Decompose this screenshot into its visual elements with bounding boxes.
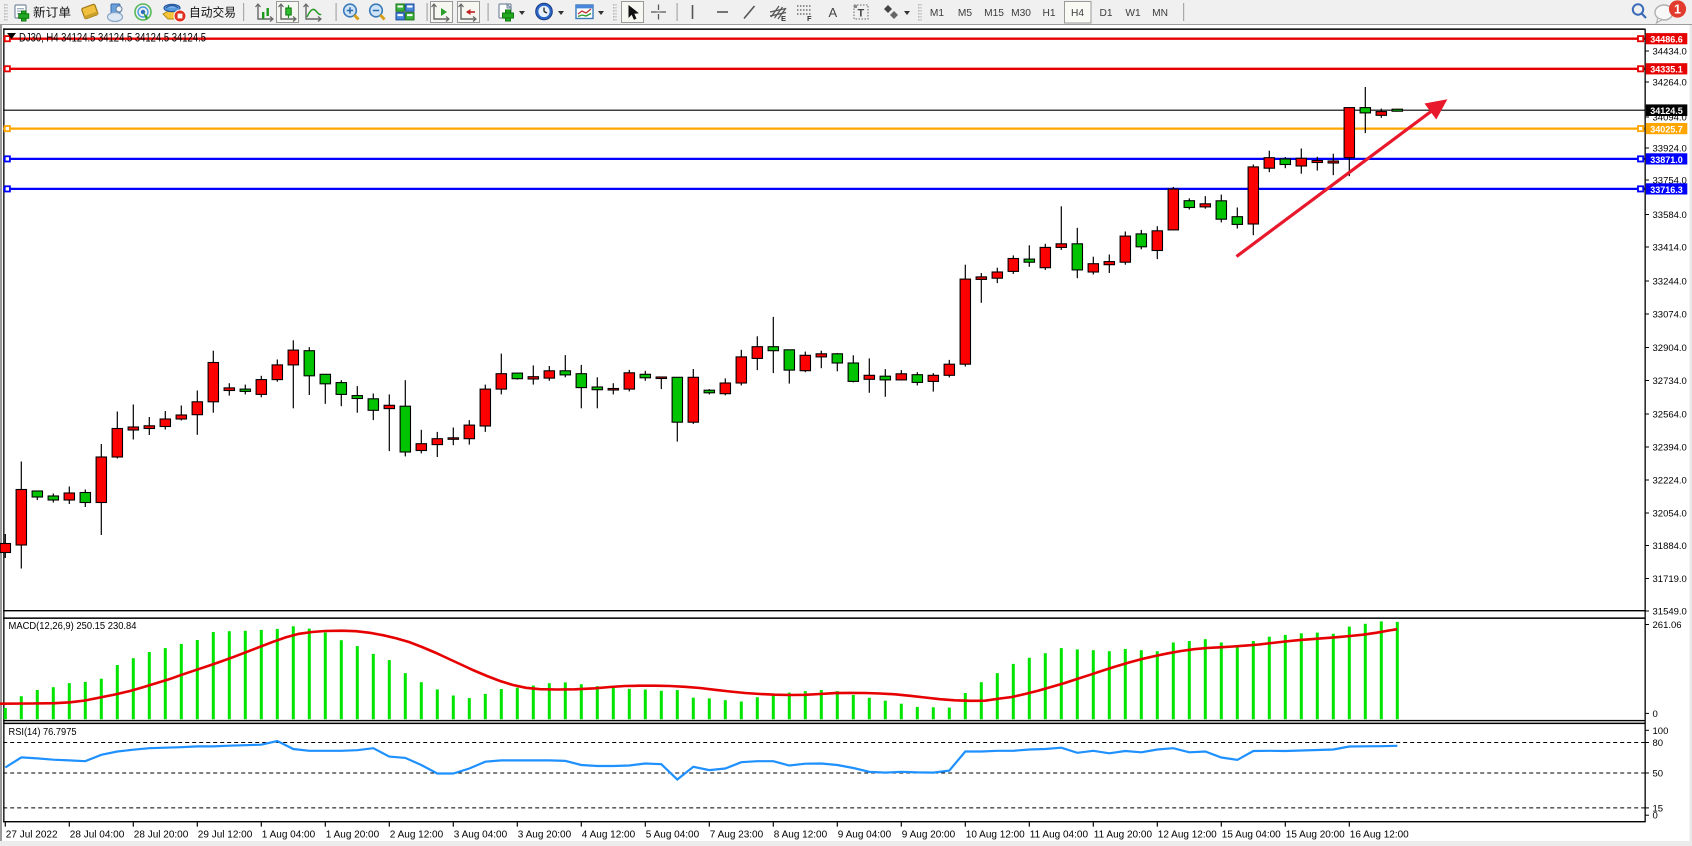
svg-text:80: 80: [1653, 738, 1664, 749]
svg-text:29 Jul 12:00: 29 Jul 12:00: [198, 830, 253, 841]
svg-text:33414.0: 33414.0: [1653, 243, 1687, 254]
svg-text:1: 1: [1674, 3, 1681, 17]
svg-text:DJ30, H4 34124.5 34124.5 3412: DJ30, H4 34124.5 34124.5 34124.5 34124.5: [19, 31, 206, 45]
svg-text:2 Aug 12:00: 2 Aug 12:00: [390, 830, 444, 841]
svg-text:34264.0: 34264.0: [1653, 78, 1687, 89]
svg-text:D1: D1: [1099, 8, 1112, 19]
svg-text:1 Aug 04:00: 1 Aug 04:00: [262, 830, 316, 841]
svg-text:16 Aug 12:00: 16 Aug 12:00: [1350, 830, 1409, 841]
svg-text:28 Jul 04:00: 28 Jul 04:00: [70, 830, 125, 841]
svg-text:33584.0: 33584.0: [1653, 210, 1687, 221]
svg-text:28 Jul 20:00: 28 Jul 20:00: [134, 830, 189, 841]
svg-text:33754.0: 33754.0: [1653, 176, 1687, 187]
svg-text:0: 0: [1653, 709, 1658, 720]
svg-text:34335.1: 34335.1: [1650, 65, 1683, 75]
svg-text:33924.0: 33924.0: [1653, 144, 1687, 155]
svg-text:10 Aug 12:00: 10 Aug 12:00: [966, 830, 1025, 841]
svg-text:0: 0: [1653, 811, 1658, 822]
svg-text:33244.0: 33244.0: [1653, 277, 1687, 288]
svg-text:31549.0: 31549.0: [1653, 607, 1687, 618]
svg-text:31884.0: 31884.0: [1653, 541, 1687, 552]
svg-text:34025.7: 34025.7: [1650, 125, 1683, 135]
svg-text:34094.0: 34094.0: [1653, 113, 1687, 124]
svg-text:4 Aug 12:00: 4 Aug 12:00: [582, 830, 636, 841]
svg-text:32904.0: 32904.0: [1653, 343, 1687, 354]
svg-text:T: T: [858, 8, 865, 20]
svg-text:12 Aug 12:00: 12 Aug 12:00: [1158, 830, 1217, 841]
svg-text:15 Aug 04:00: 15 Aug 04:00: [1222, 830, 1281, 841]
svg-text:34124.5: 34124.5: [1650, 106, 1683, 116]
svg-text:34434.0: 34434.0: [1653, 47, 1687, 58]
svg-text:H1: H1: [1042, 8, 1055, 19]
svg-text:100: 100: [1653, 726, 1669, 737]
svg-text:32224.0: 32224.0: [1653, 476, 1687, 487]
svg-text:3 Aug 20:00: 3 Aug 20:00: [518, 830, 572, 841]
svg-text:A: A: [829, 5, 838, 20]
svg-text:11 Aug 20:00: 11 Aug 20:00: [1094, 830, 1153, 841]
svg-text:27 Jul 2022: 27 Jul 2022: [6, 830, 58, 841]
svg-text:M5: M5: [958, 8, 972, 19]
svg-text:自动交易: 自动交易: [189, 5, 236, 20]
svg-text:MN: MN: [1152, 8, 1168, 19]
svg-text:H4: H4: [1071, 8, 1084, 19]
svg-text:33074.0: 33074.0: [1653, 310, 1687, 321]
svg-text:32734.0: 32734.0: [1653, 376, 1687, 387]
svg-text:3 Aug 04:00: 3 Aug 04:00: [454, 830, 508, 841]
svg-text:M15: M15: [984, 8, 1004, 19]
svg-text:RSI(14) 76.7975: RSI(14) 76.7975: [9, 727, 78, 738]
svg-text:31719.0: 31719.0: [1653, 574, 1687, 585]
svg-text:15 Aug 20:00: 15 Aug 20:00: [1286, 830, 1345, 841]
svg-text:15: 15: [1653, 803, 1664, 814]
svg-text:W1: W1: [1125, 8, 1141, 19]
svg-text:7 Aug 23:00: 7 Aug 23:00: [710, 830, 764, 841]
svg-text:新订单: 新订单: [33, 5, 71, 20]
svg-text:33871.0: 33871.0: [1650, 155, 1683, 165]
svg-text:261.06: 261.06: [1653, 620, 1682, 631]
svg-text:9 Aug 20:00: 9 Aug 20:00: [902, 830, 956, 841]
svg-text:11 Aug 04:00: 11 Aug 04:00: [1030, 830, 1089, 841]
svg-text:9 Aug 04:00: 9 Aug 04:00: [838, 830, 892, 841]
svg-text:1 Aug 20:00: 1 Aug 20:00: [326, 830, 380, 841]
svg-text:5 Aug 04:00: 5 Aug 04:00: [646, 830, 700, 841]
svg-text:32564.0: 32564.0: [1653, 410, 1687, 421]
svg-text:M30: M30: [1011, 8, 1031, 19]
svg-text:MACD(12,26,9) 250.15 230.84: MACD(12,26,9) 250.15 230.84: [9, 621, 138, 632]
svg-text:F: F: [807, 14, 812, 23]
svg-text:E: E: [781, 14, 786, 23]
svg-text:32054.0: 32054.0: [1653, 509, 1687, 520]
svg-text:33716.3: 33716.3: [1650, 185, 1683, 195]
svg-text:34486.6: 34486.6: [1650, 35, 1683, 45]
svg-text:32394.0: 32394.0: [1653, 443, 1687, 454]
svg-text:50: 50: [1653, 769, 1664, 780]
svg-text:M1: M1: [930, 8, 944, 19]
svg-text:8 Aug 12:00: 8 Aug 12:00: [774, 830, 828, 841]
